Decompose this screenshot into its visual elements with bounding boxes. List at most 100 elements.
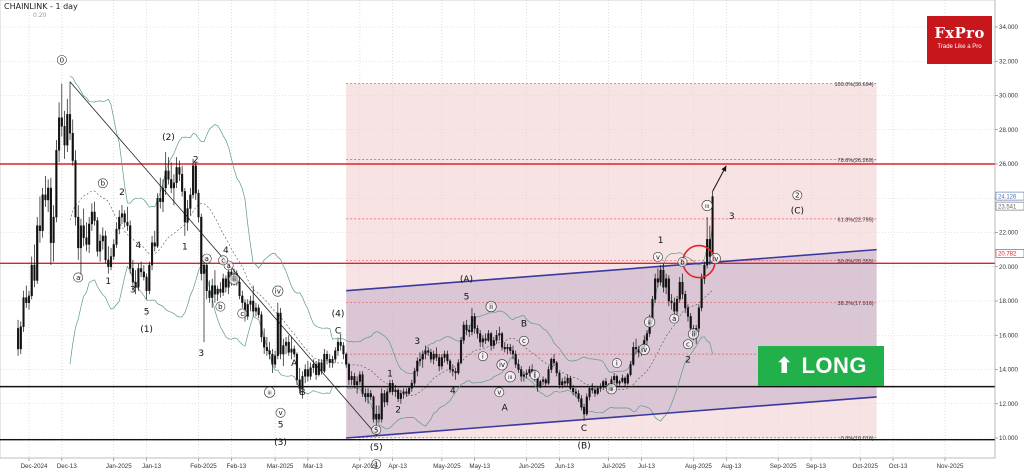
candle [175,157,178,188]
candle-body [424,350,427,355]
wave-label: (B) [577,441,590,451]
candle [208,280,211,303]
candle-body [522,374,525,377]
price-labels: 24.126 23.541 20.782 [995,191,1024,258]
wave-label-circle [237,308,248,319]
candle [629,360,632,377]
candle-body [82,225,85,238]
candle-body [413,371,416,384]
candle-body [380,393,383,420]
candle-body [134,281,137,288]
wave-label-text: 2 [685,356,691,366]
candle-body [583,406,586,415]
price-label-text: 23.541 [998,204,1017,210]
x-tick-label: Feb-13 [227,463,247,470]
y-axis: 10.000 12.000 14.000 16.000 18.000 20.000 22.0… [994,0,1018,458]
candle-body [514,353,517,365]
horizontal-levels [0,163,995,441]
x-tick-label: Oct-2025 [853,463,879,470]
candle [542,376,545,385]
x-tick-label: Jul-13 [638,463,655,470]
wave-label: 1 [387,369,393,379]
wave-label-text: b [680,258,685,266]
projection-arrow-head [721,165,727,172]
wave-label-text: B [521,320,527,330]
candle-body [25,297,28,303]
x-tick-label: Mar-13 [303,463,323,470]
candle [145,273,148,300]
candle-body [295,353,299,380]
candle-body [454,371,457,374]
wave-label-text: (1) [140,325,153,335]
wave-label: v [494,387,505,398]
candle [547,366,550,385]
candle [514,350,517,368]
candle [112,239,115,260]
candle-body [47,187,50,201]
candle-body [405,391,408,394]
candle [552,354,556,367]
wave-label: iii [605,383,617,395]
candle [654,273,657,303]
candle-body [500,333,504,348]
wave-label-text: 1 [374,461,378,469]
wave-label: (1) [140,325,153,335]
candle [323,348,326,373]
candle [459,336,463,365]
candle-body [588,388,591,398]
candle-body [224,278,227,288]
candle-body [175,167,178,184]
candle-body [112,244,115,257]
candle [126,206,129,231]
candle [476,324,479,339]
candle-body [339,341,342,346]
candle-body [282,345,285,355]
candle [555,360,558,377]
candle [134,270,137,295]
candle-body [542,379,545,382]
wave-label: 2 [395,405,401,415]
candle-body [386,391,389,403]
candle [520,366,523,382]
wave-label: i [477,351,488,362]
candle [495,330,498,344]
candle-body [517,364,520,370]
candle-body [252,300,255,312]
candle-body [358,374,361,382]
candle [216,285,219,301]
candle-body [66,114,69,146]
candle [178,160,181,182]
candle-body [654,278,657,300]
wave-label-text: ii [691,330,695,338]
candle-body [364,393,367,398]
candle-body [260,314,263,338]
candle-body [126,222,129,226]
candle [38,196,41,243]
long-label: LONG [801,353,867,378]
candle-body [142,271,145,278]
wave-label-circle [371,459,382,470]
candle [156,193,159,248]
chart-subtitle: 0.20 [33,12,47,19]
candle [306,360,309,382]
candle [183,187,186,236]
candle [432,350,435,365]
channel-upper-line [346,248,877,292]
candle-body [656,278,659,283]
wave-label: c [218,255,229,266]
candle-body [397,389,400,399]
candle [115,222,118,248]
wave-label-text: iii [508,375,512,381]
candle-body [22,297,25,327]
candle [577,390,580,403]
wave-label: iv [496,359,508,371]
candle-body [547,369,550,384]
x-tick-label: Aug-2025 [685,463,712,470]
candle-body [506,347,509,350]
wave-label: b [677,257,688,267]
wave-label-text: (A) [460,275,473,285]
wave-label-text: ii [489,303,493,311]
candle [241,290,244,308]
candle [380,388,383,423]
candle [506,343,509,355]
